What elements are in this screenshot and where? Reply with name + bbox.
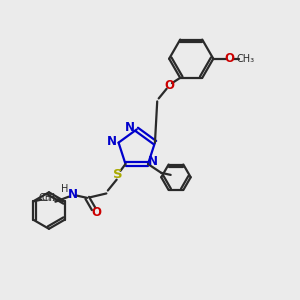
Text: CH₃: CH₃ (237, 54, 255, 64)
Text: O: O (91, 206, 101, 219)
Text: O: O (224, 52, 235, 65)
Text: N: N (148, 155, 158, 168)
Text: S: S (113, 168, 123, 181)
Text: CH₃: CH₃ (39, 194, 57, 203)
Text: N: N (107, 135, 117, 148)
Text: N: N (125, 122, 135, 134)
Text: N: N (68, 188, 77, 200)
Text: CH₃: CH₃ (41, 194, 59, 203)
Text: H: H (61, 184, 68, 194)
Text: O: O (164, 79, 174, 92)
